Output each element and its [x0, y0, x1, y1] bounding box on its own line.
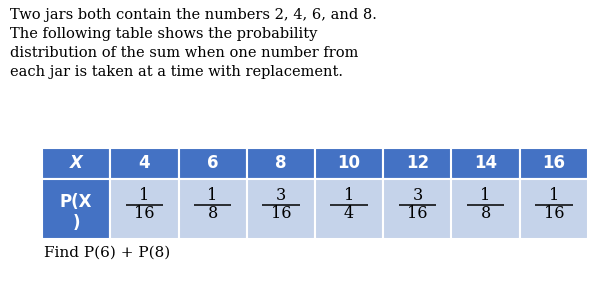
Text: 8: 8 [207, 205, 218, 222]
Bar [520, 179, 588, 239]
Text: 8: 8 [481, 205, 491, 222]
Text: 1: 1 [344, 187, 354, 204]
Bar [42, 179, 110, 239]
Text: 1: 1 [139, 187, 150, 204]
Bar [452, 148, 520, 179]
Bar [384, 179, 452, 239]
Text: 6: 6 [207, 155, 218, 172]
Text: 16: 16 [544, 205, 564, 222]
Text: 16: 16 [271, 205, 291, 222]
Text: 8: 8 [275, 155, 286, 172]
Bar [315, 179, 384, 239]
Text: P(X: P(X [60, 193, 92, 211]
Text: 1: 1 [207, 187, 218, 204]
Text: 3: 3 [276, 187, 286, 204]
Bar [110, 179, 178, 239]
Text: Find P(6) + P(8): Find P(6) + P(8) [44, 246, 170, 260]
Text: Two jars both contain the numbers 2, 4, 6, and 8.
The following table shows the : Two jars both contain the numbers 2, 4, … [10, 8, 377, 79]
Text: 3: 3 [412, 187, 423, 204]
Text: 1: 1 [549, 187, 559, 204]
Text: 10: 10 [338, 155, 361, 172]
Text: X: X [70, 155, 83, 172]
Text: 14: 14 [474, 155, 497, 172]
Bar [110, 148, 178, 179]
Text: 1: 1 [481, 187, 491, 204]
Bar [42, 148, 110, 179]
Bar [452, 179, 520, 239]
Bar [520, 148, 588, 179]
Bar [315, 148, 384, 179]
Text: 12: 12 [406, 155, 429, 172]
Text: 4: 4 [139, 155, 150, 172]
Text: 4: 4 [344, 205, 354, 222]
Bar [178, 148, 247, 179]
Bar [178, 179, 247, 239]
Text: 16: 16 [407, 205, 428, 222]
Bar [247, 148, 315, 179]
Bar [384, 148, 452, 179]
Bar [247, 179, 315, 239]
Text: 16: 16 [542, 155, 566, 172]
Text: ): ) [72, 214, 80, 232]
Text: 16: 16 [134, 205, 154, 222]
